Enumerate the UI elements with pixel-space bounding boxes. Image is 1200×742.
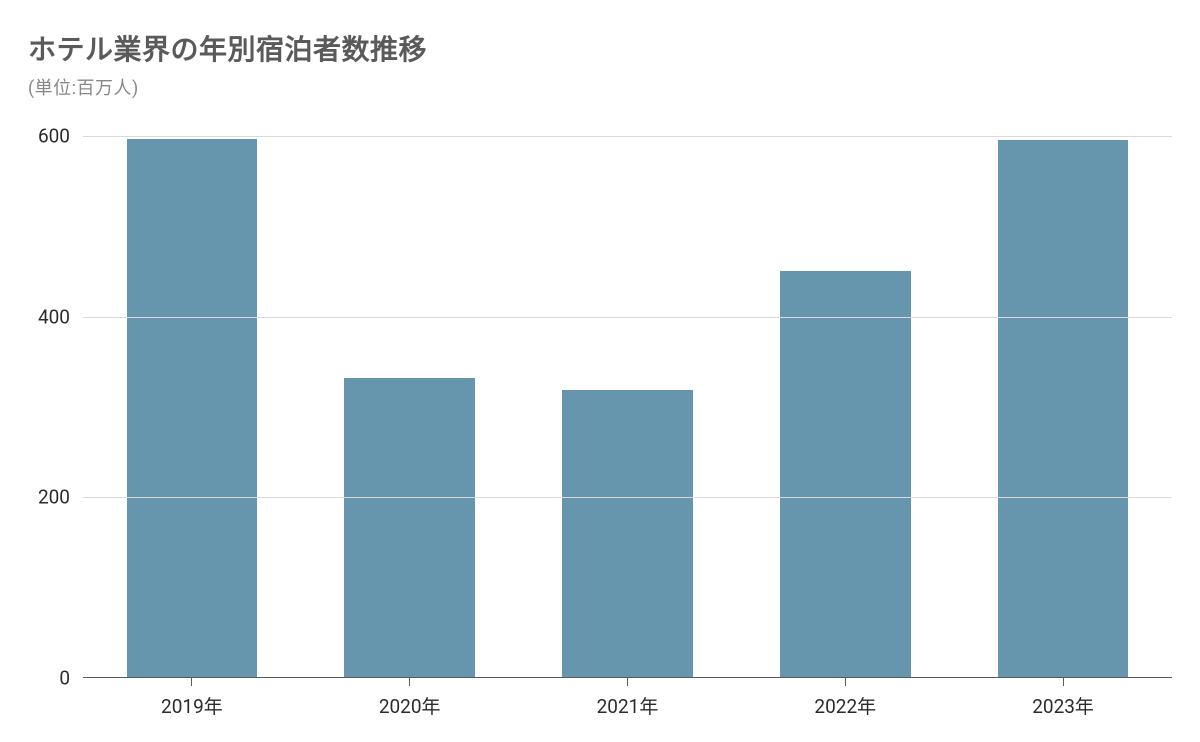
x-tick-label: 2019年 (83, 692, 301, 719)
grid-line (83, 136, 1172, 137)
x-tick: 2023年 (954, 678, 1172, 719)
chart-title: ホテル業界の年別宿泊者数推移 (28, 28, 1172, 68)
y-tick-label: 600 (38, 125, 70, 148)
x-tick: 2021年 (519, 678, 737, 719)
x-tick-mark (845, 678, 846, 686)
x-tick-mark (1063, 678, 1064, 686)
chart-container: ホテル業界の年別宿泊者数推移 (単位:百万人) 0 200 400 600 2019年… (28, 28, 1172, 738)
y-tick-label: 400 (38, 305, 70, 328)
x-axis: 2019年2020年2021年2022年2023年 (83, 678, 1172, 719)
plot-area (83, 118, 1172, 678)
bar-column (83, 118, 301, 677)
y-axis: 0200400600 (28, 118, 78, 678)
x-tick: 2022年 (736, 678, 954, 719)
bar-column (301, 118, 519, 677)
bar-column (519, 118, 737, 677)
y-tick-label: 200 (38, 486, 70, 509)
bar-column (736, 118, 954, 677)
grid-line (83, 317, 1172, 318)
x-tick-label: 2021年 (519, 692, 737, 719)
y-tick-label: 0 (59, 667, 70, 690)
x-tick-label: 2022年 (736, 692, 954, 719)
chart-subtitle: (単位:百万人) (28, 74, 1172, 100)
bars-group (83, 118, 1172, 677)
x-tick-label: 2020年 (301, 692, 519, 719)
bar (344, 378, 475, 677)
x-tick-mark (627, 678, 628, 686)
bar (127, 139, 258, 677)
bar (780, 271, 911, 677)
chart-area: 0 200 400 600 2019年2020年2021年2022年2023年 (28, 118, 1172, 738)
bar (998, 140, 1129, 677)
x-tick-mark (191, 678, 192, 686)
bar-column (954, 118, 1172, 677)
x-tick: 2019年 (83, 678, 301, 719)
x-tick-label: 2023年 (954, 692, 1172, 719)
x-tick: 2020年 (301, 678, 519, 719)
x-tick-mark (409, 678, 410, 686)
bar (562, 390, 693, 677)
grid-line (83, 497, 1172, 498)
